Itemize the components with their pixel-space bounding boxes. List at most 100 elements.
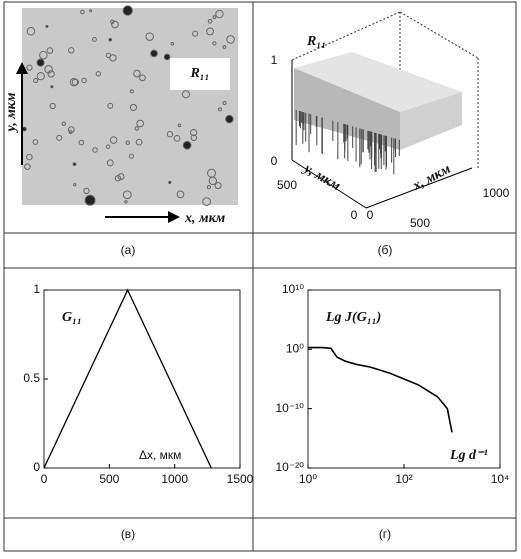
- blob: [61, 121, 66, 126]
- x-tick-label: 10⁴: [491, 472, 510, 486]
- z-tick-label: 1: [271, 53, 278, 67]
- blob: [72, 162, 77, 167]
- y-tick-label: 10⁻²⁰: [276, 460, 305, 474]
- panel-label: R₁₁: [306, 34, 326, 49]
- blob: [122, 190, 132, 200]
- y-axis-label: y, мкм: [300, 161, 343, 195]
- blob: [170, 41, 175, 46]
- blob: [111, 20, 119, 29]
- blob: [67, 126, 75, 134]
- blob: [202, 197, 211, 206]
- blob: [192, 30, 199, 37]
- blob: [212, 41, 217, 46]
- x-tick-label: 10⁰: [299, 472, 317, 486]
- blob: [190, 134, 198, 141]
- blob: [163, 53, 171, 61]
- blob: [206, 27, 214, 36]
- x-tick-label: 0: [41, 472, 48, 486]
- blob: [106, 159, 114, 167]
- blob: [124, 200, 128, 204]
- blob: [122, 5, 133, 16]
- x-axis-label: Δx, мкм: [139, 448, 181, 462]
- micrograph: [22, 8, 238, 205]
- y-tick-label: 10⁻¹⁰: [276, 401, 305, 415]
- blob: [89, 9, 93, 13]
- blob: [206, 185, 212, 190]
- blob: [56, 134, 63, 141]
- chart-title: G₁₁: [62, 310, 82, 325]
- blob: [129, 89, 134, 94]
- blob: [207, 18, 213, 24]
- blob: [47, 70, 55, 78]
- blob: [110, 19, 115, 24]
- x-axis-label: x, мкм: [410, 161, 454, 194]
- blob: [135, 138, 143, 146]
- data-line: [43, 288, 212, 469]
- y-tick-label: 1: [33, 282, 40, 296]
- blob: [217, 107, 222, 112]
- x-tick-label: 1500: [227, 472, 254, 486]
- data-line: [308, 346, 453, 433]
- blob: [36, 58, 45, 67]
- blob: [225, 114, 234, 124]
- blob: [46, 47, 54, 54]
- blob: [226, 35, 235, 44]
- 3d-axes: [291, 60, 473, 209]
- x-tick-label: 1000: [161, 472, 188, 486]
- blob: [105, 52, 112, 59]
- blob: [26, 27, 36, 36]
- caption: (г): [379, 527, 391, 541]
- blob: [44, 65, 53, 74]
- blob: [176, 190, 185, 199]
- blob: [177, 123, 182, 128]
- blob: [134, 126, 139, 131]
- chart-title: Lg J(G₁₁): [325, 310, 381, 325]
- caption: (б): [378, 243, 393, 257]
- y-tick-label: 10¹⁰: [282, 282, 304, 296]
- x-axis-label: x, мкм: [184, 211, 226, 226]
- blob: [80, 9, 85, 15]
- blob: [139, 74, 146, 82]
- blob: [207, 168, 216, 178]
- blob: [114, 175, 122, 182]
- panel-label: R₁₁: [189, 66, 209, 81]
- blob: [215, 9, 224, 19]
- blob: [109, 54, 117, 62]
- blob: [117, 173, 125, 180]
- blob: [105, 144, 111, 149]
- blob: [128, 153, 135, 159]
- z-tick-label: 0: [271, 154, 278, 168]
- y-tick-label: 10⁰: [286, 342, 304, 356]
- blob: [166, 131, 174, 138]
- table-grid: [3, 1, 517, 552]
- blob: [78, 139, 85, 146]
- blob: [222, 100, 227, 106]
- blob: [168, 180, 172, 185]
- x-tick-label: 10²: [395, 472, 412, 486]
- blob: [182, 140, 192, 150]
- micrograph-texture: [21, 5, 235, 206]
- x-tick-label: 500: [99, 472, 119, 486]
- blob: [83, 187, 90, 195]
- y-tick-label: 0: [351, 208, 358, 222]
- blob: [92, 37, 97, 42]
- blob: [81, 77, 87, 84]
- blob: [136, 119, 144, 128]
- blob: [107, 102, 114, 109]
- blob: [84, 194, 96, 206]
- blob: [108, 37, 113, 42]
- blob: [24, 163, 31, 170]
- blob: [45, 24, 49, 28]
- blob: [49, 102, 56, 110]
- blob: [95, 71, 101, 77]
- x-tick-label: 0: [367, 208, 374, 222]
- blob: [145, 32, 154, 41]
- blob: [173, 134, 181, 142]
- y-tick-label: 0: [33, 460, 40, 474]
- blob: [214, 182, 222, 190]
- x-tick-label: 1000: [483, 186, 510, 200]
- x-tick-label: 500: [410, 216, 430, 230]
- y-tick-label: 500: [277, 178, 297, 192]
- blob: [150, 49, 158, 58]
